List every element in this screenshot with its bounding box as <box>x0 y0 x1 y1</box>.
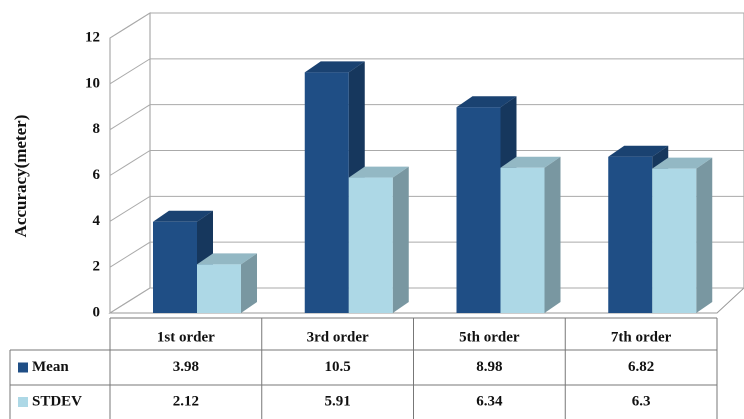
x-tick-label: 7th order <box>611 329 672 345</box>
bar <box>652 168 697 313</box>
bar <box>500 167 545 313</box>
bar-side <box>392 166 409 313</box>
legend-swatch <box>18 397 28 407</box>
bar-top <box>197 253 257 265</box>
bar-top <box>348 166 409 178</box>
x-tick-label: 5th order <box>459 329 520 345</box>
grid-line <box>109 12 744 39</box>
y-tick-label: 10 <box>85 75 100 91</box>
table-value: 10.5 <box>325 359 351 375</box>
bar-side <box>544 156 561 313</box>
bar <box>608 156 653 313</box>
bar-top <box>608 145 669 157</box>
bar <box>456 107 501 313</box>
bar <box>304 72 349 313</box>
grid-line <box>109 150 744 176</box>
table-value: 8.98 <box>476 359 502 375</box>
bar-top <box>500 156 561 168</box>
bar-side <box>696 157 713 313</box>
table-value: 6.82 <box>628 359 654 375</box>
x-tick-label: 3rd order <box>307 329 369 345</box>
bar-top <box>652 157 713 169</box>
y-axis-label: Accuracy(meter) <box>11 115 30 238</box>
bar-side <box>241 253 257 313</box>
table-value: 3.98 <box>173 359 199 375</box>
grid-line <box>109 58 744 85</box>
table-value: 5.91 <box>325 393 351 409</box>
x-tick-label: 1st order <box>157 329 215 345</box>
y-tick-label: 8 <box>93 121 101 137</box>
legend-label: STDEV <box>32 393 82 409</box>
bar <box>197 264 241 313</box>
y-tick-label: 6 <box>93 167 101 183</box>
y-tick-label: 4 <box>93 213 101 229</box>
bar-top <box>456 96 517 108</box>
y-tick-label: 12 <box>85 29 100 45</box>
table-value: 6.34 <box>476 393 503 409</box>
y-tick-label: 0 <box>93 304 101 320</box>
y-tick-label: 2 <box>93 259 101 275</box>
bar <box>153 221 197 313</box>
legend-label: Mean <box>32 359 69 375</box>
bar <box>348 177 393 313</box>
bar-top <box>304 61 365 73</box>
bar-top <box>153 210 213 222</box>
legend-swatch <box>18 362 28 373</box>
table-value: 6.3 <box>632 393 651 409</box>
grid-line <box>109 104 744 131</box>
table-value: 2.12 <box>173 393 199 409</box>
